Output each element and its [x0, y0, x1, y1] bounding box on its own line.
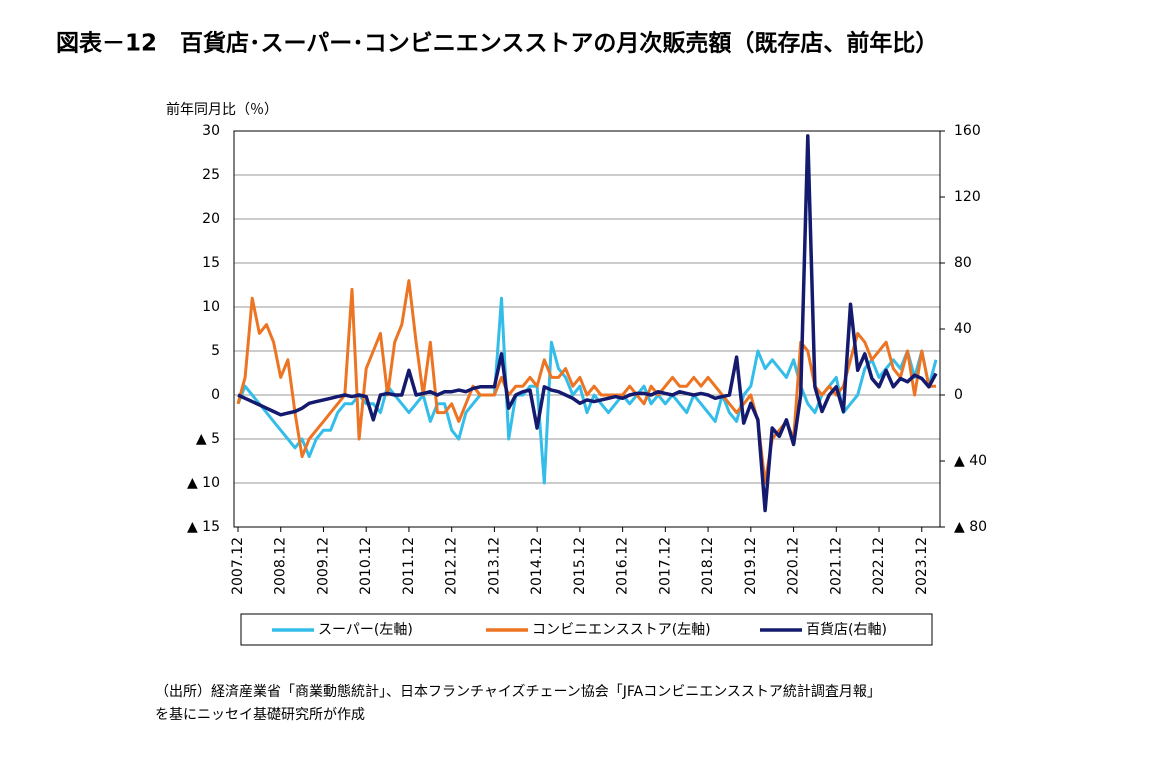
- y2-tick-label: 0: [954, 387, 963, 403]
- legend-box: [240, 613, 933, 646]
- y-tick-label: 5: [211, 343, 220, 359]
- x-tick-label: 2019.12: [743, 537, 759, 595]
- y-tick-label: 25: [202, 167, 220, 183]
- x-tick-label: 2021.12: [828, 537, 844, 595]
- x-tick-label: 2010.12: [358, 537, 374, 595]
- y-tick-label: 10: [202, 299, 220, 315]
- x-tick-label: 2018.12: [700, 537, 716, 595]
- x-tick-label: 2020.12: [786, 537, 802, 595]
- x-tick-label: 2008.12: [273, 537, 289, 595]
- x-tick-label: 2017.12: [657, 537, 673, 595]
- y-tick-label: ▲ 10: [187, 475, 220, 491]
- x-tick-label: 2012.12: [444, 537, 460, 595]
- chart-title: 図表－12 百貨店･スーパー･コンビニエンスストアの月次販売額（既存店、前年比）: [56, 30, 938, 57]
- y-tick-label: ▲ 5: [196, 431, 220, 447]
- y2-tick-label: 40: [954, 321, 972, 337]
- series-line: [237, 134, 938, 513]
- y2-tick-label: ▲ 40: [954, 453, 987, 469]
- x-tick-label: 2011.12: [401, 537, 417, 595]
- y2-tick-label: ▲ 80: [954, 519, 987, 535]
- plot-frame: [233, 130, 941, 528]
- x-tick-label: 2013.12: [486, 537, 502, 595]
- y2-tick-label: 160: [954, 123, 981, 139]
- y-tick-label: ▲ 15: [187, 519, 220, 535]
- x-tick-label: 2014.12: [529, 537, 545, 595]
- y2-tick-label: 80: [954, 255, 972, 271]
- y2-tick-label: 120: [954, 189, 981, 205]
- legend-label: 百貨店(右軸): [806, 621, 887, 638]
- x-tick-label: 2022.12: [871, 537, 887, 595]
- x-tick-label: 2015.12: [572, 537, 588, 595]
- y-tick-label: 0: [211, 387, 220, 403]
- x-tick-label: 2009.12: [315, 537, 331, 595]
- y-tick-label: 20: [202, 211, 220, 227]
- legend-label: コンビニエンスストア(左軸): [532, 622, 711, 638]
- x-tick-label: 2016.12: [615, 537, 631, 595]
- y-tick-label: 30: [202, 123, 220, 139]
- x-tick-label: 2007.12: [230, 537, 246, 595]
- y-tick-label: 15: [202, 255, 220, 271]
- y-axis-label: 前年同月比（％）: [166, 101, 278, 118]
- x-tick-label: 2023.12: [914, 537, 930, 595]
- source-note: を基にニッセイ基礎研究所が作成: [155, 706, 365, 723]
- source-note: （出所）経済産業省「商業動態統計」、日本フランチャイズチェーン協会「JFAコンビ…: [155, 684, 881, 700]
- legend-label: スーパー(左軸): [318, 622, 413, 638]
- series-line: [236, 279, 936, 485]
